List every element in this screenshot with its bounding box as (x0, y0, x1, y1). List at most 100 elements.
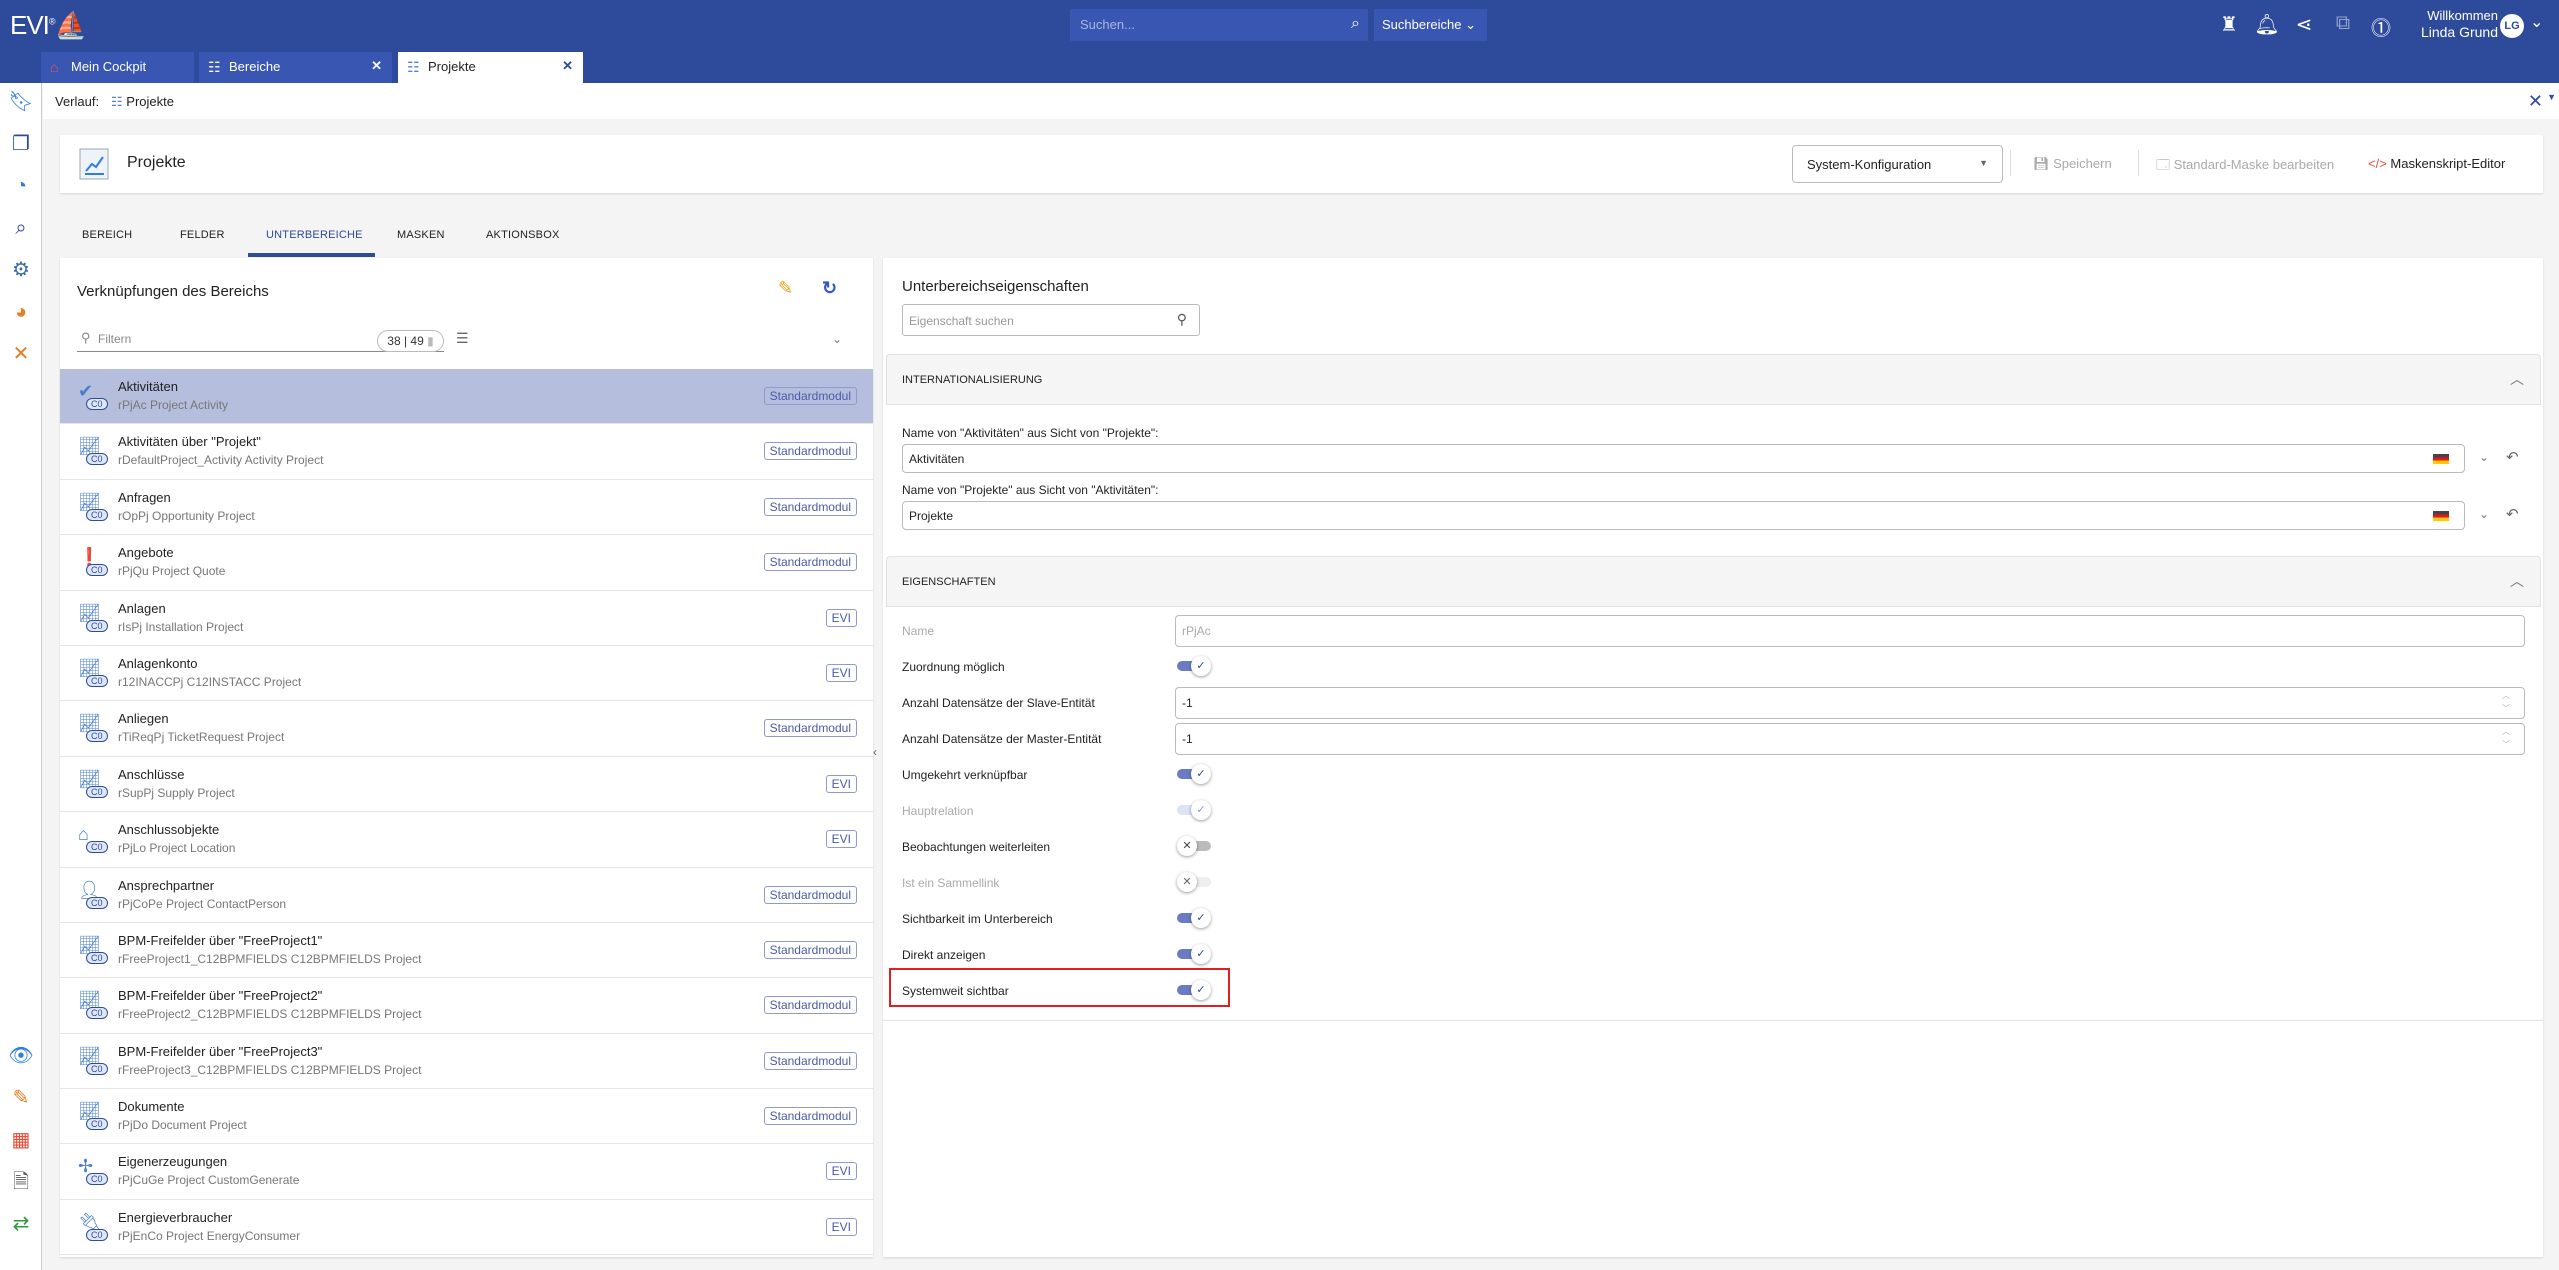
list-item[interactable]: ✢ C0 Eigenerzeugungen rPjCuGe Project Cus… (60, 1144, 873, 1200)
history-dropdown-icon[interactable]: ▼ (2547, 92, 2556, 102)
filter-count-badge[interactable]: 38 | 49 ▮ (377, 330, 444, 352)
chevron-down-icon[interactable]: ⌄ (832, 332, 843, 346)
search-icon[interactable]: ⌕ (1351, 15, 1360, 32)
toggle-zuordnung-m-glich[interactable]: ✓ (1177, 656, 1211, 676)
toggle-beobachtungen-weiterleiten[interactable]: ✕ (1177, 836, 1211, 856)
item-technical-name: rPjLo Project Location (118, 841, 236, 856)
spinner-icon[interactable]: ︿ ﹀ (2502, 691, 2510, 713)
search-icon[interactable]: ⚲ (1176, 311, 1187, 327)
bookmark-icon[interactable]: 🔖︎ (8, 91, 34, 113)
quote-icon: ❗ C0 (76, 547, 116, 581)
c0-badge: C0 (86, 1007, 108, 1020)
toggle-direkt-anzeigen[interactable]: ✓ (1177, 944, 1211, 964)
spinner-icon[interactable]: ︿ ﹀ (2502, 727, 2510, 749)
list-item[interactable]: 📈︎ C0 Anlagenkonto r12INACCPj C12INSTACC … (60, 645, 873, 702)
c0-badge: C0 (86, 841, 108, 854)
input-anzahl-datens-tze-der-master-entit-t[interactable]: -1 ︿ ﹀ (1175, 723, 2525, 755)
breadcrumb[interactable]: ☷ Projekte (111, 94, 174, 110)
close-icon[interactable]: ✕ (371, 58, 382, 73)
bell-icon[interactable]: 🔔︎ (2254, 14, 2280, 36)
document-settings-icon[interactable]: 🗎 (12, 1171, 30, 1193)
list-item[interactable]: 👤︎ C0 Ansprechpartner rPjCoPe Project Con… (60, 867, 873, 923)
calendar-icon[interactable]: ▦ (11, 1129, 31, 1151)
list-item[interactable]: ❗ C0 Angebote rPjQu Project Quote Standar… (60, 535, 873, 591)
config-select[interactable]: System-Konfiguration ▼ (1792, 145, 2003, 183)
save-button[interactable]: 💾︎ Speichern (2033, 156, 2112, 172)
item-technical-name: rFreeProject3_C12BPMFIELDS C12BPMFIELDS … (118, 1062, 422, 1077)
list-item[interactable]: 📈︎ C0 BPM-Freifelder über "FreeProject2" … (60, 978, 873, 1034)
settings-icon[interactable]: ⚙ (12, 259, 30, 281)
undo-icon[interactable]: ↶ (2506, 506, 2519, 523)
share-icon[interactable]: ⋖ (2295, 14, 2313, 36)
name-from-projekte-input[interactable]: Aktivitäten (902, 444, 2465, 473)
pencil-icon[interactable]: ✎ (778, 278, 794, 298)
list-item[interactable]: ✔ C0 Aktivitäten rPjAc Project Activity S… (60, 369, 873, 425)
input-value: Projekte (909, 509, 954, 523)
input-anzahl-datens-tze-der-slave-entit-t[interactable]: -1 ︿ ﹀ (1175, 687, 2525, 719)
tab-unterbereiche[interactable]: UNTERBEREICHE (266, 229, 363, 241)
section-header-eigenschaften[interactable]: EIGENSCHAFTEN ︿ (886, 556, 2541, 607)
list-item[interactable]: 📈︎ C0 Anschlüsse rSupPj Supply Project EV… (60, 756, 873, 813)
list-item[interactable]: 📈︎ C0 Dokumente rPjDo Document Project St… (60, 1089, 873, 1145)
property-search-input[interactable]: Eigenschaft suchen ⚲ (902, 304, 1200, 336)
global-search-input[interactable]: Suchen... ⌕ (1070, 9, 1368, 41)
chevron-up-icon[interactable]: ︿ (2510, 371, 2524, 387)
search-list-icon[interactable]: ⌕ (15, 217, 27, 239)
chevron-up-icon[interactable]: ︿ (2510, 573, 2524, 589)
toggle-umgekehrt-verkn-pfbar[interactable]: ✓ (1177, 764, 1211, 784)
tab-mein-cockpit[interactable]: ⌂ Mein Cockpit (41, 52, 194, 83)
search-scope-dropdown[interactable]: Suchbereiche ⌄ (1374, 9, 1487, 41)
tab-masken[interactable]: MASKEN (397, 229, 445, 241)
section-header-internationalisierung[interactable]: INTERNATIONALISIERUNG ︿ (886, 354, 2541, 405)
clipboard-edit-icon[interactable]: ✎ (12, 1087, 30, 1109)
filter-input[interactable]: ⚲ Filtern (77, 328, 444, 352)
chart-doc-icon: 📈︎ C0 (76, 603, 116, 637)
tab-bereich[interactable]: BEREICH (82, 229, 133, 241)
list-item[interactable]: 📈︎ C0 Anfragen rOpPj Opportunity Project … (60, 479, 873, 536)
undo-icon[interactable]: ↶ (2506, 449, 2519, 466)
watch-star-icon[interactable]: 👁︎ (8, 1045, 34, 1067)
evi-logo[interactable]: EVI®⛵ (10, 10, 87, 40)
windows-icon[interactable]: ❐ (12, 133, 30, 155)
list-item[interactable]: 🔌︎ C0 Energieverbraucher rPjEnCo Project … (60, 1199, 873, 1256)
history-icon[interactable]: ◔ (14, 175, 28, 197)
list-item[interactable]: 📈︎ C0 Anliegen rTiReqPj TicketRequest Pro… (60, 701, 873, 757)
edit-standard-mask-button[interactable]: 🗔 Standard-Maske bearbeiten (2156, 156, 2334, 178)
module-badge: Standardmodul (763, 719, 857, 738)
tab-projekte[interactable]: ☷ Projekte ✕ (398, 52, 583, 83)
user-menu-chevron-icon[interactable]: ⌄ (2530, 14, 2544, 31)
lighthouse-icon[interactable]: ♜ (2220, 14, 2238, 36)
list-item[interactable]: 📈︎ C0 Anlagen rIsPj Installation Project … (60, 590, 873, 646)
refresh-icon[interactable]: ↻ (822, 278, 838, 298)
person-icon: 👤︎ C0 (76, 880, 116, 914)
toggle-sichtbarkeit-im-unterbereich[interactable]: ✓ (1177, 908, 1211, 928)
check-icon: ✓ (1191, 656, 1211, 676)
list-item[interactable]: 📈︎ C0 BPM-Freifelder über "FreeProject3" … (60, 1033, 873, 1090)
tab-felder[interactable]: FELDER (180, 229, 225, 241)
name-from-aktivitaeten-input[interactable]: Projekte (902, 501, 2465, 530)
more-icon[interactable]: ⓵ (2371, 18, 2391, 40)
chevron-down-icon[interactable]: ⌄ (2479, 507, 2490, 521)
chevron-down-icon[interactable]: ⌄ (2479, 450, 2490, 464)
avatar[interactable]: LG (2500, 14, 2524, 38)
c0-badge: C0 (86, 453, 108, 466)
close-history-icon[interactable]: ✕ (2527, 91, 2543, 111)
report-icon[interactable]: ◕ (14, 301, 28, 323)
sort-icon[interactable]: ☰ (456, 330, 469, 346)
splitter-handle[interactable]: ‹ (873, 745, 877, 759)
sync-icon[interactable]: ⇄ (12, 1213, 30, 1235)
module-badge: Standardmodul (763, 1051, 857, 1070)
external-link-icon: ⧉ (2335, 12, 2351, 34)
property-label: Anzahl Datensätze der Slave-Entität (902, 696, 1095, 710)
tab-aktionsbox[interactable]: AKTIONSBOX (486, 229, 560, 241)
mask-script-editor-button[interactable]: </> Maskenskript-Editor (2368, 156, 2505, 171)
close-icon[interactable]: ✕ (562, 58, 573, 73)
list-item[interactable]: 📈︎ C0 Aktivitäten über "Projekt" rDefault… (60, 424, 873, 480)
list-item[interactable]: ⌂ C0 Anschlussobjekte rPjLo Project Locat… (60, 812, 873, 868)
tab-bereiche[interactable]: ☷ Bereiche ✕ (199, 52, 392, 83)
module-badge: Standardmodul (763, 553, 857, 572)
list-item[interactable]: 📈︎ C0 BPM-Freifelder über "FreeProject1" … (60, 922, 873, 979)
toggle-systemweit-sichtbar[interactable]: ✓ (1177, 980, 1211, 1000)
hierarchy-icon: ☷ (111, 94, 123, 109)
tools-icon[interactable]: ✕ (12, 343, 30, 365)
